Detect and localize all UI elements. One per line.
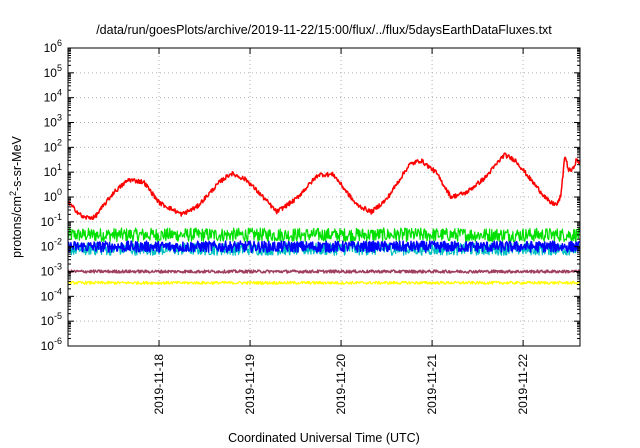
y-tick-base: 10 (44, 165, 58, 179)
y-tick-label: 10-2 (41, 237, 62, 254)
y-tick-label: 101 (44, 162, 62, 179)
y-tick-label: 100 (44, 187, 62, 204)
y-axis-label-sup: 2 (8, 191, 18, 196)
y-tick-label: 102 (44, 137, 62, 154)
y-tick-exp: 3 (57, 113, 62, 123)
y-tick-label: 10-5 (41, 311, 62, 328)
x-axis-label: Coordinated Universal Time (UTC) (228, 431, 420, 445)
y-tick-exp: 1 (57, 162, 62, 172)
y-tick-exp: -1 (54, 212, 62, 222)
y-tick-exp: 2 (57, 137, 62, 147)
plot-series (67, 152, 581, 285)
chart-title: /data/run/goesPlots/archive/2019-11-22/1… (96, 23, 552, 37)
y-axis: 10-610-510-410-310-210-11001011021031041… (41, 38, 580, 353)
y-tick-exp: -4 (54, 286, 62, 296)
y-axis-label-suffix: -s-sr-MeV (10, 135, 24, 191)
y-tick-base: 10 (44, 91, 58, 105)
y-tick-base: 10 (41, 240, 55, 254)
y-tick-exp: 0 (57, 187, 62, 197)
y-tick-base: 10 (44, 41, 58, 55)
y-tick-exp: -6 (54, 336, 62, 346)
y-tick-label: 10-6 (41, 336, 62, 353)
series-line-red (67, 152, 581, 221)
y-tick-base: 10 (44, 190, 58, 204)
y-tick-base: 10 (41, 339, 55, 353)
x-tick-label: 2019-11-19 (243, 354, 257, 415)
x-tick-label: 2019-11-18 (152, 354, 166, 415)
y-tick-base: 10 (41, 265, 55, 279)
y-tick-label: 10-1 (41, 212, 62, 229)
y-tick-exp: -2 (54, 237, 62, 247)
y-tick-exp: 5 (57, 63, 62, 73)
y-tick-base: 10 (44, 66, 58, 80)
y-tick-base: 10 (41, 215, 55, 229)
y-tick-exp: 6 (57, 38, 62, 48)
y-tick-label: 106 (44, 38, 62, 55)
y-tick-label: 10-3 (41, 262, 62, 279)
grid (68, 48, 580, 346)
x-tick-label: 2019-11-21 (425, 354, 439, 415)
y-tick-label: 10-4 (41, 286, 62, 303)
y-tick-label: 103 (44, 113, 62, 130)
y-tick-base: 10 (41, 314, 55, 328)
y-axis-label-prefix: protons/cm (10, 196, 24, 258)
y-tick-exp: -3 (54, 262, 62, 272)
y-tick-base: 10 (44, 116, 58, 130)
y-tick-exp: -5 (54, 311, 62, 321)
y-tick-label: 105 (44, 63, 62, 80)
y-tick-base: 10 (44, 140, 58, 154)
series-line-blue (67, 240, 581, 253)
series-line-yellow (67, 280, 581, 285)
y-tick-base: 10 (41, 289, 55, 303)
x-axis: 2019-11-18 2019-11-19 2019-11-20 2019-11-21… (152, 48, 530, 415)
y-axis-label: protons/cm2-s-sr-MeV (8, 135, 24, 257)
x-tick-label: 2019-11-22 (516, 354, 530, 415)
x-tick-label: 2019-11-20 (334, 354, 348, 415)
series-line-maroon (67, 269, 581, 274)
series-line-green (67, 227, 581, 243)
y-tick-label: 104 (44, 88, 62, 105)
y-tick-exp: 4 (57, 88, 62, 98)
